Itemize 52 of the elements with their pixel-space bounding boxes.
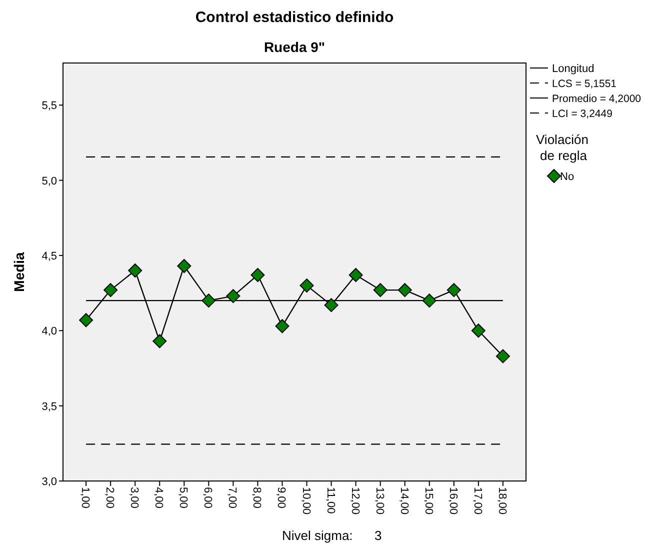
point bbox=[177, 258, 192, 273]
y-tick-label: 3,0 bbox=[42, 476, 57, 488]
point bbox=[348, 268, 363, 282]
point bbox=[398, 283, 412, 298]
chart-title: Control estadistico definido bbox=[195, 9, 394, 26]
legend-label: Promedio = 4,2000 bbox=[552, 93, 642, 105]
x-tick-label: 8,00 bbox=[250, 487, 263, 508]
x-tick-label: 13,00 bbox=[373, 487, 386, 515]
x-tick-label: 2,00 bbox=[104, 487, 116, 508]
point bbox=[324, 298, 338, 312]
legend-label: No bbox=[560, 171, 574, 183]
x-tick-label: 10,00 bbox=[300, 487, 312, 515]
point bbox=[446, 283, 461, 298]
legend-label: Longitud bbox=[552, 63, 594, 75]
x-tick-label: 15,00 bbox=[422, 487, 434, 515]
x-tick-label: 9,00 bbox=[275, 487, 288, 508]
legend-label: LCI = 3,2449 bbox=[552, 108, 613, 120]
y-tick-label: 3,5 bbox=[42, 400, 57, 413]
legend-label: LCS = 5,1551 bbox=[552, 78, 617, 90]
text: Nivel sigma: 3 bbox=[282, 528, 382, 543]
x-tick-label: 11,00 bbox=[324, 487, 336, 514]
point bbox=[128, 263, 142, 278]
x-tick-label: 5,00 bbox=[177, 487, 190, 508]
point bbox=[471, 324, 486, 338]
point bbox=[202, 294, 216, 308]
point bbox=[226, 289, 240, 304]
point bbox=[300, 278, 314, 293]
y-tick-label: 5,5 bbox=[42, 100, 57, 112]
y-tick-label: 4,0 bbox=[42, 326, 57, 338]
y-tick-label: 4,5 bbox=[42, 250, 57, 262]
x-tick-label: 7,00 bbox=[226, 487, 238, 508]
x-tick-label: 4,00 bbox=[152, 487, 165, 508]
x-tick-label: 14,00 bbox=[398, 487, 410, 515]
x-tick-label: 17,00 bbox=[471, 487, 484, 515]
x-tick-label: 1,00 bbox=[79, 487, 92, 508]
x-tick-label: 12,00 bbox=[348, 487, 361, 515]
x-tick-label: 16,00 bbox=[446, 487, 459, 515]
chart-subtitle: Rueda 9" bbox=[264, 39, 326, 55]
point bbox=[104, 283, 118, 298]
point bbox=[422, 294, 436, 308]
point bbox=[496, 349, 510, 364]
legend-title: Violación de regla bbox=[536, 132, 589, 163]
point bbox=[79, 313, 94, 328]
y-tick-label: 5,0 bbox=[42, 175, 57, 188]
point bbox=[373, 283, 388, 298]
x-tick-label: 6,00 bbox=[202, 487, 214, 508]
point bbox=[152, 334, 167, 348]
x-tick-label: 3,00 bbox=[128, 487, 140, 508]
point bbox=[275, 319, 290, 334]
x-tick-label: 18,00 bbox=[496, 487, 508, 515]
y-axis-title: Media bbox=[11, 252, 27, 292]
point bbox=[250, 268, 265, 282]
